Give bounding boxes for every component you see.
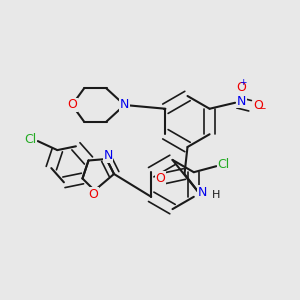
- Text: Cl: Cl: [24, 133, 36, 146]
- Text: O: O: [237, 81, 247, 94]
- Text: O: O: [88, 188, 98, 201]
- Text: H: H: [212, 190, 220, 200]
- Text: O: O: [156, 172, 165, 185]
- Text: −: −: [258, 104, 267, 114]
- Text: O: O: [67, 98, 77, 112]
- Text: N: N: [103, 149, 113, 162]
- Text: N: N: [237, 95, 246, 108]
- Text: N: N: [120, 98, 129, 112]
- Text: Cl: Cl: [218, 158, 230, 171]
- Text: +: +: [239, 78, 247, 87]
- Text: N: N: [198, 186, 207, 199]
- Text: O: O: [254, 99, 263, 112]
